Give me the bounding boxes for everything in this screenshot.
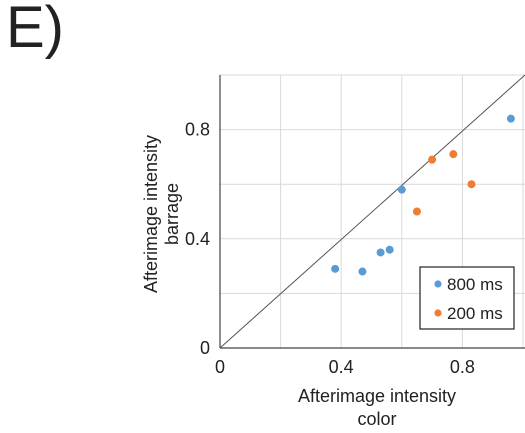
x-tick-label: 0 <box>215 357 225 377</box>
data-point-800ms <box>358 267 367 276</box>
y-tick-labels: 0 0.4 0.8 <box>185 120 210 358</box>
legend-box <box>419 266 515 330</box>
y-axis-title-line-2: barrage <box>162 183 182 245</box>
x-axis-title: Afterimage intensity color <box>298 386 456 429</box>
legend-label-200ms: 200 ms <box>447 304 503 323</box>
data-point-800ms <box>506 114 515 123</box>
x-tick-label: 0.4 <box>329 357 354 377</box>
data-point-200ms <box>412 207 421 216</box>
axes <box>219 75 525 349</box>
data-point-800ms <box>385 245 394 254</box>
y-axis-title-line-1: Afterimage intensity <box>141 135 161 293</box>
x-axis-title-line-2: color <box>357 409 396 429</box>
data-point-200ms <box>428 155 437 164</box>
y-axis-title: Afterimage intensity barrage <box>141 135 182 293</box>
legend: 800 ms 200 ms <box>419 266 515 330</box>
legend-label-800ms: 800 ms <box>447 275 503 294</box>
x-tick-labels: 0 0.4 0.8 <box>215 357 475 377</box>
data-point-200ms <box>467 180 476 189</box>
data-point-800ms <box>397 185 406 194</box>
data-point-800ms <box>376 248 385 257</box>
y-tick-label: 0.4 <box>185 229 210 249</box>
identity-line-segment <box>219 74 525 349</box>
y-tick-label: 0.8 <box>185 120 210 140</box>
x-tick-label: 0.8 <box>450 357 475 377</box>
panel-label: E) <box>6 0 64 60</box>
legend-marker-800ms <box>434 280 442 288</box>
identity-line <box>219 74 525 349</box>
data-points <box>331 114 515 276</box>
x-axis-title-line-1: Afterimage intensity <box>298 386 456 406</box>
legend-marker-200ms <box>434 309 442 317</box>
data-point-200ms <box>449 150 458 159</box>
y-tick-label: 0 <box>200 338 210 358</box>
data-point-800ms <box>331 264 340 273</box>
